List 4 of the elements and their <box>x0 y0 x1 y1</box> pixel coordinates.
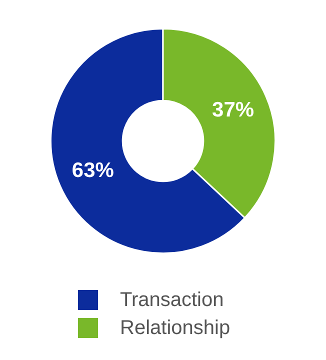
legend-label: Relationship <box>120 316 230 340</box>
data-label: 63% <box>72 159 114 182</box>
data-label: 37% <box>212 98 254 122</box>
legend-label: Transaction <box>120 288 224 312</box>
